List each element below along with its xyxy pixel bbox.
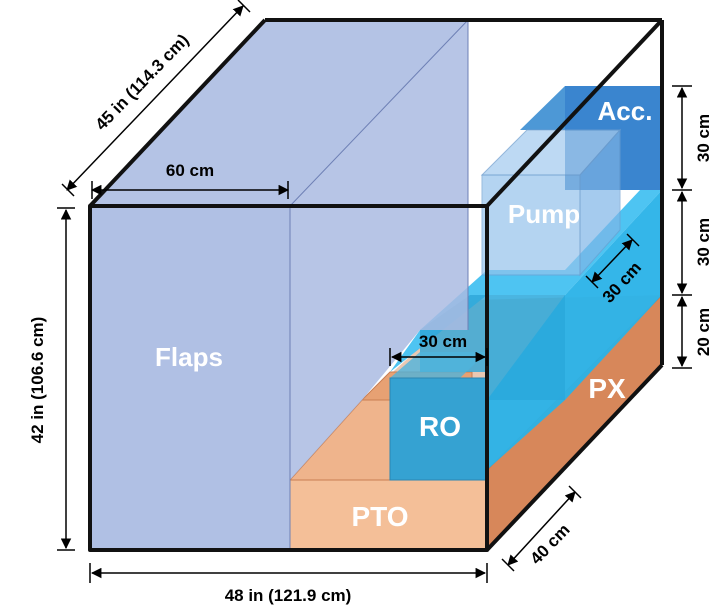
frame-front <box>88 204 489 552</box>
label-right-bottom: 20 cm <box>694 308 713 356</box>
label-bottom-depth: 40 cm <box>526 520 573 568</box>
pto-front-face <box>289 479 488 551</box>
dim-width-bottom: 48 in (121.9 cm) <box>89 563 488 605</box>
label-flaps-width: 60 cm <box>166 161 214 180</box>
flaps-edge-2 <box>289 19 469 207</box>
dim-ro-width: 30 cm <box>389 332 488 366</box>
pump-block <box>480 128 622 277</box>
label-px: PX <box>588 373 626 404</box>
label-accumulator: Acc. <box>598 96 653 126</box>
flaps-side-face <box>290 20 468 480</box>
label-ro: RO <box>419 411 461 442</box>
label-right-top: 30 cm <box>694 114 713 162</box>
label-right-middle: 30 cm <box>694 218 713 266</box>
label-width-bottom: 48 in (121.9 cm) <box>225 586 352 605</box>
label-height-left: 42 in (106.6 cm) <box>28 317 47 444</box>
label-flaps: Flaps <box>155 342 223 372</box>
dim-flaps-width: 60 cm <box>90 161 290 199</box>
label-pto: PTO <box>351 501 408 532</box>
frame-top-right <box>485 18 664 208</box>
label-pump: Pump <box>508 199 580 229</box>
dim-right-side: 30 cm 30 cm 20 cm <box>672 85 713 369</box>
water-top-face <box>390 190 662 372</box>
flaps-front-face <box>90 206 290 550</box>
water-front-slab <box>487 295 565 400</box>
dim-height-left: 42 in (106.6 cm) <box>28 207 75 551</box>
label-ro-width: 30 cm <box>419 332 467 351</box>
ro-front-face <box>389 377 488 481</box>
